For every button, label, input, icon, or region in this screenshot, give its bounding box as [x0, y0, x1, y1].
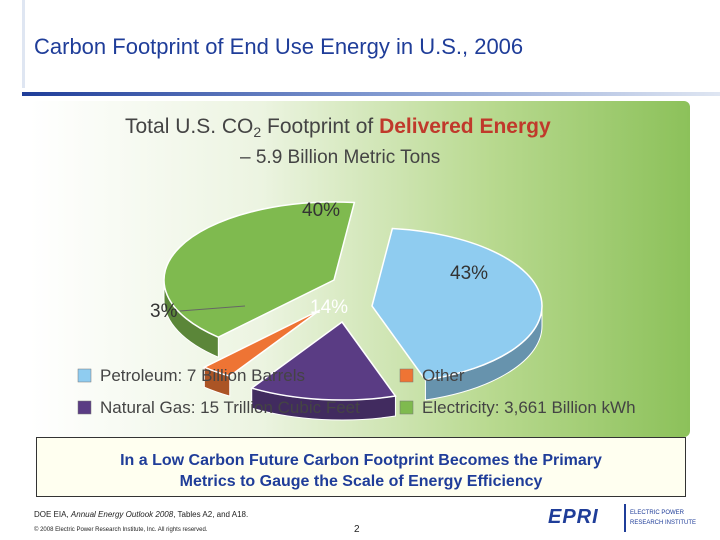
- pie-slice-electricity: [163, 201, 356, 358]
- legend-swatch: [77, 368, 92, 383]
- legend-swatch: [399, 368, 414, 383]
- leader-line: [179, 305, 246, 312]
- legend-swatch: [77, 400, 92, 415]
- legend-label: Other: [422, 366, 465, 385]
- legend-item-electricity: Electricity: 3,661 Billion kWh: [399, 398, 636, 417]
- chart-panel: Total U.S. CO2 Footprint of Delivered En…: [30, 101, 690, 437]
- logo-wordmark: EPRI: [548, 506, 599, 528]
- legend-item-natural-gas: Natural Gas: 15 Trillion Cubic Feet: [77, 398, 360, 417]
- title-underline: [22, 92, 720, 96]
- epri-logo: EPRI ELECTRIC POWER RESEARCH INSTITUTE: [548, 504, 714, 534]
- callout-box: In a Low Carbon Future Carbon Footprint …: [36, 437, 686, 497]
- callout-line-2: Metrics to Gauge the Scale of Energy Eff…: [179, 473, 543, 490]
- legend-swatch: [399, 400, 414, 415]
- legend-label: Petroleum: 7 Billion Barrels: [100, 366, 305, 385]
- logo-line-2: RESEARCH INSTITUTE: [630, 520, 697, 526]
- logo-divider: [624, 504, 626, 532]
- chart-subtitle: – 5.9 Billion Metric Tons: [240, 147, 440, 168]
- pie-chart: Total U.S. CO2 Footprint of Delivered En…: [77, 115, 636, 421]
- slice-label-natural-gas: 14%: [310, 297, 348, 318]
- legend-label: Natural Gas: 15 Trillion Cubic Feet: [100, 398, 360, 417]
- legend-item-petroleum: Petroleum: 7 Billion Barrels: [77, 366, 305, 385]
- callout-line-1: In a Low Carbon Future Carbon Footprint …: [120, 452, 602, 469]
- source-note: DOE EIA, Annual Energy Outlook 2008, Tab…: [34, 510, 249, 519]
- legend-item-other: Other: [399, 366, 465, 385]
- pie-slice-natural-gas: [250, 320, 397, 421]
- left-accent-rule: [22, 0, 25, 88]
- pie-slice-petroleum: [371, 227, 543, 401]
- slide-title: Carbon Footprint of End Use Energy in U.…: [34, 34, 524, 59]
- slice-label-electricity: 40%: [302, 200, 340, 221]
- copyright-note: © 2008 Electric Power Research Institute…: [34, 527, 208, 533]
- logo-line-1: ELECTRIC POWER: [630, 510, 685, 516]
- page-number: 2: [354, 524, 360, 535]
- pie-slice-other: [202, 309, 321, 397]
- slice-label-other: 3%: [150, 301, 178, 322]
- legend-label: Electricity: 3,661 Billion kWh: [422, 398, 636, 417]
- chart-title: Total U.S. CO2 Footprint of Delivered En…: [125, 115, 551, 140]
- slice-label-petroleum: 43%: [450, 263, 488, 284]
